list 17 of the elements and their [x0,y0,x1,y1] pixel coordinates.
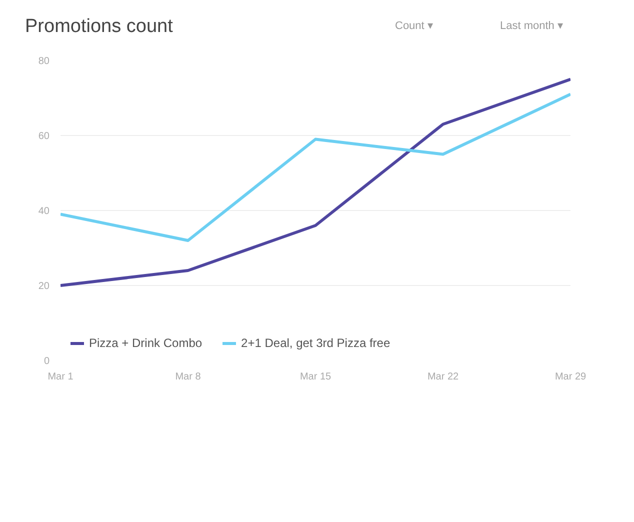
chart-title: Promotions count [25,15,173,39]
legend-label: Pizza + Drink Combo [89,336,202,350]
legend-label: 2+1 Deal, get 3rd Pizza free [241,336,390,350]
text: Count ▾ [395,19,434,34]
x-tick-label: Mar 1 [48,372,74,382]
x-tick-label: Mar 15 [300,372,332,382]
text: Last month ▾ [500,19,564,34]
x-tick-label: Mar 22 [427,372,459,382]
y-tick-label: 0 [44,356,50,367]
x-tick-label: Mar 8 [175,372,202,382]
y-tick-label: 60 [38,131,50,142]
y-tick-label: 80 [38,56,50,67]
y-tick-label: 40 [38,206,50,217]
y-tick-label: 20 [38,281,50,292]
line-series [60,92,570,242]
line-series [60,78,570,287]
x-tick-label: Mar 29 [554,372,586,382]
